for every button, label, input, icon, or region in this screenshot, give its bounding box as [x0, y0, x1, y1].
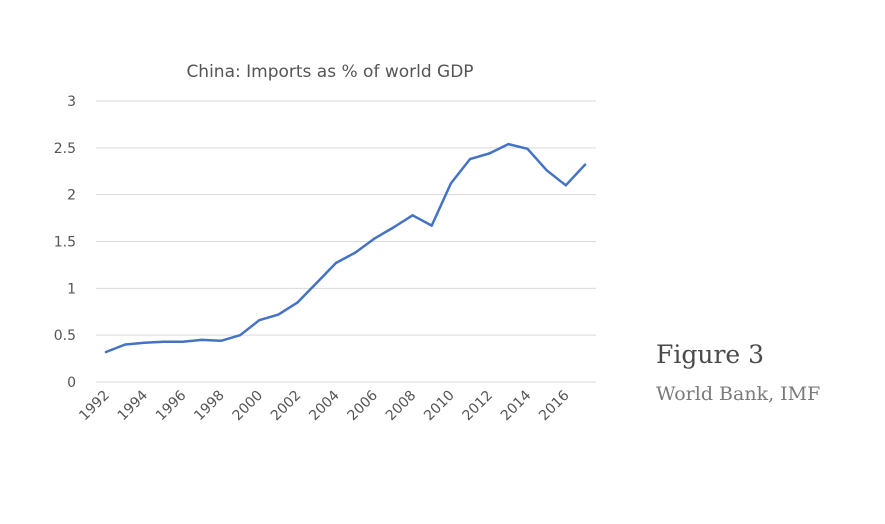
- y-tick-label: 2.5: [54, 141, 76, 157]
- gridlines: [96, 100, 596, 383]
- x-axis-tick-labels: 1992 1994 1996 1998 2000 2002 2004 2006 2008 2010…: [76, 387, 572, 424]
- data-point: [392, 226, 395, 229]
- data-point: [507, 142, 510, 146]
- data-point: [334, 261, 338, 265]
- data-point: [526, 147, 529, 150]
- x-tick-label: 1994: [115, 387, 152, 424]
- x-tick-label: 2016: [536, 387, 573, 424]
- data-point: [200, 338, 203, 342]
- data-point: [430, 224, 433, 227]
- x-tick-label: 2000: [230, 388, 267, 425]
- y-tick-label: 1.5: [54, 235, 76, 251]
- x-tick-label: 2002: [268, 388, 305, 425]
- series-layer: [104, 142, 587, 354]
- x-tick-label: 2014: [498, 387, 535, 424]
- data-point: [123, 343, 127, 346]
- data-point: [373, 237, 376, 240]
- data-point: [411, 214, 414, 217]
- data-point: [258, 318, 261, 322]
- data-point: [277, 313, 280, 316]
- data-point: [468, 157, 472, 161]
- x-tick-label: 2008: [383, 388, 420, 425]
- x-tick-label: 1998: [191, 388, 228, 425]
- x-tick-label: 1996: [153, 387, 190, 424]
- x-tick-label: 2012: [460, 388, 497, 425]
- data-point: [219, 339, 223, 342]
- figure-label: Figure 3: [656, 340, 765, 369]
- data-point: [583, 163, 587, 166]
- source-label: World Bank, IMF: [656, 383, 821, 405]
- x-tick-label: 2006: [345, 387, 382, 424]
- data-point: [564, 184, 568, 187]
- y-tick-label: 0: [67, 375, 76, 391]
- data-point: [488, 152, 491, 155]
- y-tick-label: 1: [67, 281, 76, 297]
- series-line: [104, 142, 587, 354]
- data-point: [315, 281, 318, 284]
- data-point: [238, 333, 242, 337]
- x-tick-label: 2004: [306, 387, 343, 424]
- data-point: [143, 341, 146, 344]
- data-point: [353, 251, 357, 254]
- y-tick-label: 0.5: [54, 328, 76, 344]
- y-tick-label: 2: [67, 188, 76, 204]
- x-tick-label: 1992: [76, 388, 113, 425]
- data-point: [449, 182, 453, 185]
- data-point: [296, 301, 299, 304]
- data-point: [162, 340, 165, 343]
- data-point: [181, 340, 184, 343]
- data-point: [545, 169, 548, 172]
- y-tick-label: 3: [67, 94, 76, 110]
- data-point: [104, 350, 108, 354]
- x-tick-label: 2010: [421, 388, 458, 425]
- chart-title: China: Imports as % of world GDP: [186, 62, 473, 82]
- y-axis-tick-labels: 0 0.5 1 1.5 2 2.5 3: [54, 94, 76, 391]
